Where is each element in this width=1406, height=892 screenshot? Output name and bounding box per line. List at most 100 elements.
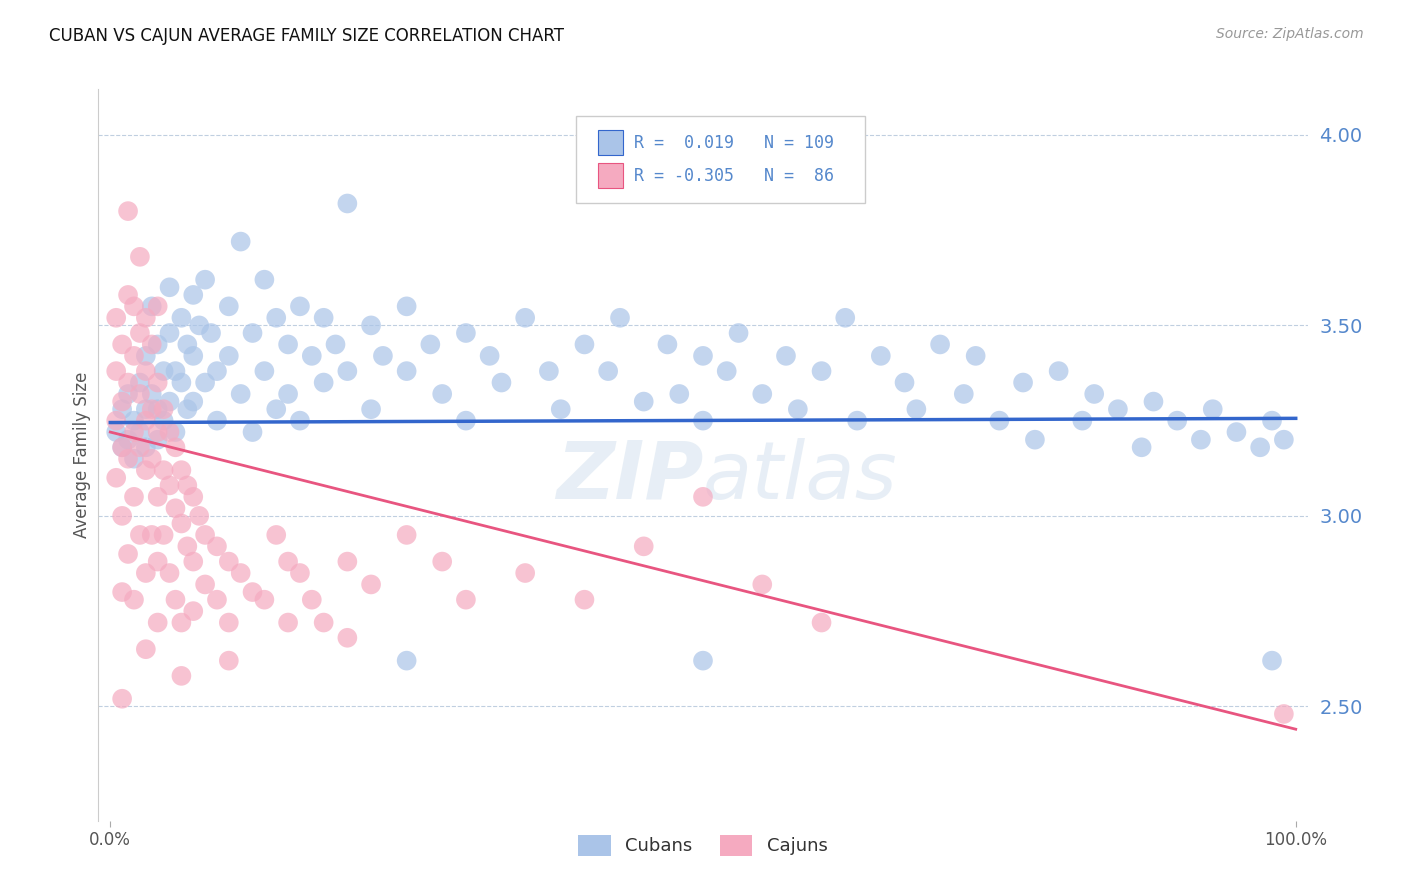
Point xyxy=(869,349,891,363)
Legend: Cubans, Cajuns: Cubans, Cajuns xyxy=(571,828,835,863)
Point xyxy=(242,326,264,340)
Point xyxy=(1189,433,1212,447)
Point xyxy=(633,394,655,409)
Text: Source: ZipAtlas.com: Source: ZipAtlas.com xyxy=(1216,27,1364,41)
Point xyxy=(122,425,145,439)
Point xyxy=(111,585,134,599)
Point xyxy=(810,364,832,378)
Point xyxy=(170,376,193,390)
Point xyxy=(129,440,152,454)
Point xyxy=(194,528,217,542)
Point xyxy=(117,433,139,447)
Point xyxy=(170,516,193,531)
Point xyxy=(692,349,714,363)
Point xyxy=(111,440,134,454)
Point xyxy=(111,337,134,351)
Point xyxy=(786,402,808,417)
Point xyxy=(122,451,145,466)
Point xyxy=(432,555,454,569)
Point xyxy=(181,555,204,569)
Point xyxy=(668,387,690,401)
Point xyxy=(105,414,128,428)
Point xyxy=(253,364,276,378)
Point xyxy=(242,425,264,439)
Point xyxy=(1142,394,1164,409)
Point xyxy=(146,615,169,630)
Point xyxy=(176,402,198,417)
Point xyxy=(371,349,394,363)
Point xyxy=(165,364,187,378)
Point xyxy=(146,299,169,313)
Point xyxy=(159,394,181,409)
Point xyxy=(129,326,152,340)
Point xyxy=(141,528,163,542)
Point xyxy=(152,402,174,417)
Point xyxy=(1083,387,1105,401)
Point xyxy=(515,310,537,325)
Point xyxy=(574,592,596,607)
Point xyxy=(188,508,211,523)
Point xyxy=(360,577,382,591)
Point xyxy=(141,402,163,417)
Point xyxy=(135,310,157,325)
Point xyxy=(194,577,217,591)
Point xyxy=(152,414,174,428)
Point xyxy=(288,414,311,428)
Point xyxy=(170,463,193,477)
Point xyxy=(159,425,181,439)
Point xyxy=(135,364,157,378)
Point xyxy=(111,402,134,417)
Point xyxy=(205,364,228,378)
Point xyxy=(200,326,222,340)
Point xyxy=(146,490,169,504)
Point xyxy=(129,425,152,439)
Point xyxy=(135,349,157,363)
Point xyxy=(775,349,797,363)
Point xyxy=(146,376,169,390)
Point xyxy=(1202,402,1225,417)
Point xyxy=(988,414,1011,428)
Point xyxy=(905,402,928,417)
Point xyxy=(135,642,157,657)
Point xyxy=(264,528,287,542)
Point xyxy=(129,528,152,542)
Point xyxy=(194,273,217,287)
Point xyxy=(122,490,145,504)
Point xyxy=(277,555,299,569)
Point xyxy=(229,387,252,401)
Point xyxy=(117,387,139,401)
Point xyxy=(336,555,359,569)
Point xyxy=(301,592,323,607)
Point xyxy=(146,555,169,569)
Point xyxy=(146,433,169,447)
Point xyxy=(205,414,228,428)
Point xyxy=(537,364,560,378)
Point xyxy=(111,691,134,706)
Point xyxy=(264,310,287,325)
Point xyxy=(170,615,193,630)
Point xyxy=(229,235,252,249)
Point xyxy=(205,540,228,554)
Point xyxy=(165,592,187,607)
Point xyxy=(609,310,631,325)
Point xyxy=(122,414,145,428)
Point xyxy=(129,250,152,264)
Point xyxy=(1272,706,1295,721)
Point xyxy=(111,440,134,454)
Point xyxy=(242,585,264,599)
Point xyxy=(105,364,128,378)
Point xyxy=(152,528,174,542)
Point xyxy=(952,387,974,401)
Point xyxy=(181,490,204,504)
Point xyxy=(117,451,139,466)
Point xyxy=(141,337,163,351)
Point xyxy=(218,615,240,630)
Point xyxy=(454,414,477,428)
Point xyxy=(336,631,359,645)
Point xyxy=(325,337,347,351)
Point xyxy=(218,555,240,569)
Point xyxy=(181,394,204,409)
Text: CUBAN VS CAJUN AVERAGE FAMILY SIZE CORRELATION CHART: CUBAN VS CAJUN AVERAGE FAMILY SIZE CORRE… xyxy=(49,27,564,45)
Point xyxy=(277,337,299,351)
Point xyxy=(419,337,441,351)
